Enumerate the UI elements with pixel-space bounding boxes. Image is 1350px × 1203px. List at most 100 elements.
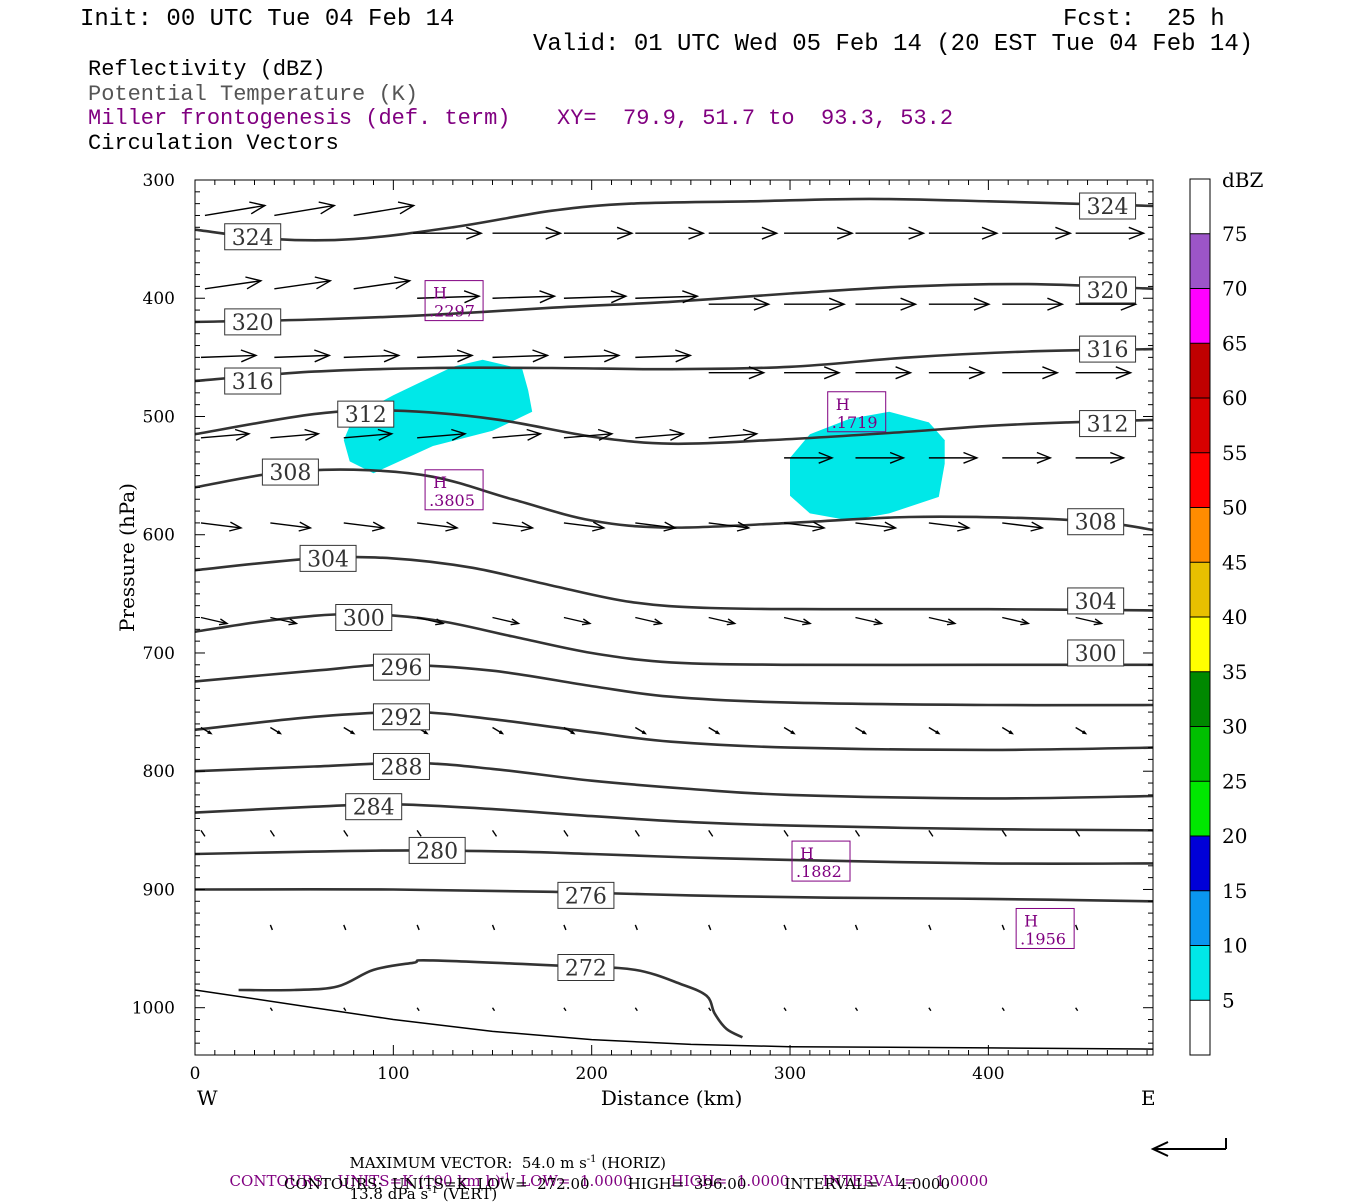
vector-head [1020, 618, 1031, 626]
vector-shaft [417, 433, 466, 439]
vector-shaft [563, 295, 626, 299]
y-tick-label: 400 [143, 289, 175, 309]
theta-label-text: 312 [345, 403, 387, 428]
theta-label-box [1067, 639, 1125, 667]
vector-shaft [353, 204, 414, 217]
colorbar-label: 35 [1222, 660, 1247, 684]
fronto-contours-units: CONTOURS: UNITS=K (100 km h) [229, 1172, 501, 1190]
circulation-vector [563, 924, 567, 931]
circulation-vector [1075, 1007, 1079, 1012]
circulation-vector [563, 726, 576, 735]
theta-label-324: 324 [224, 223, 282, 251]
vector-shaft [274, 204, 335, 217]
vector-head [790, 730, 796, 735]
vector-shaft [563, 354, 619, 359]
vector-head [753, 297, 771, 311]
colorbar-segment [1190, 836, 1210, 891]
fronto-max-letter: H [800, 844, 814, 863]
reflectivity-layer [343, 359, 945, 521]
vector-shaft [563, 616, 591, 625]
vector-shaft [416, 924, 420, 931]
theta-contour-308 [194, 468, 1154, 532]
circulation-vector [928, 297, 991, 311]
vector-head [570, 730, 576, 735]
circulation-vector [1002, 297, 1065, 311]
theta-label-text: 288 [380, 755, 422, 780]
fronto-contours-exp: -1 [500, 1172, 511, 1183]
circulation-vector [1002, 451, 1053, 464]
vector-head [581, 618, 592, 626]
vector-head [946, 618, 957, 626]
vector-shaft [416, 616, 444, 625]
vector-head [883, 521, 898, 532]
circulation-vector [784, 297, 846, 311]
theta-label-box [337, 400, 395, 428]
footer-max-vector: MAXIMUM VECTOR: 54.0 m s-1 (HORIZ) 13.8 … [340, 1140, 667, 1202]
circulation-vector [783, 829, 789, 837]
vector-head [935, 730, 941, 735]
vector-head [498, 730, 505, 735]
colorbar-label: 10 [1222, 934, 1247, 958]
reference-vector-icon [1150, 1138, 1227, 1157]
theta-label-text: 316 [232, 370, 274, 395]
x-tick-label: 300 [774, 1064, 806, 1084]
circulation-vector [855, 616, 884, 626]
circulation-vector [417, 428, 467, 441]
vector-head [318, 201, 337, 215]
vector-head [539, 290, 557, 304]
x-tick-label: 400 [972, 1064, 1004, 1084]
fronto-max-value: .1956 [1020, 929, 1066, 948]
circulation-vector [492, 521, 535, 532]
circulation-vector [563, 829, 569, 837]
circulation-vector [200, 521, 243, 532]
circulation-vector [343, 428, 394, 441]
vector-head [249, 201, 267, 215]
vector-shaft [491, 924, 496, 931]
vector-head [682, 290, 700, 304]
theta-label-box [335, 604, 393, 631]
circulation-vector [274, 349, 332, 363]
vector-layer [200, 201, 1146, 1012]
circulation-vector [854, 924, 859, 931]
circulation-vector [563, 1007, 567, 1012]
theta-contour-280 [194, 849, 1154, 865]
vector-head [466, 226, 484, 240]
x-tick-label: 200 [575, 1064, 607, 1084]
colorbar-label: 70 [1222, 277, 1247, 301]
vector-head [873, 618, 884, 626]
vector-shaft [343, 1007, 347, 1012]
circulation-vector [200, 428, 251, 441]
circulation-vector [928, 616, 957, 626]
vector-shaft [269, 829, 275, 837]
vector-head [451, 428, 467, 441]
circulation-vector [416, 924, 420, 931]
theta-contour-320 [194, 282, 1154, 324]
vector-head [963, 451, 979, 464]
vector-head [377, 428, 394, 441]
theta-label-box [1079, 276, 1137, 304]
circulation-vector [708, 1007, 712, 1012]
vector-shaft [563, 433, 612, 439]
circulation-vector [491, 924, 496, 931]
vector-shaft [854, 1007, 859, 1012]
vector-head [1030, 521, 1045, 532]
vector-head [616, 226, 634, 240]
circulation-vector [928, 366, 986, 380]
theta-contour-316 [194, 347, 1154, 383]
theta-label-box [557, 881, 615, 909]
fronto-max-box [791, 840, 851, 882]
theta-label-box [224, 308, 282, 336]
circulation-vector [269, 1007, 273, 1012]
vector-shaft [200, 354, 256, 359]
circulation-vector [204, 201, 267, 217]
circulation-vector [492, 349, 550, 363]
circulation-vector [854, 1007, 859, 1012]
vector-shaft [1075, 829, 1081, 837]
vector-shaft [343, 433, 392, 439]
vector-head [393, 276, 412, 290]
vector-head [314, 349, 332, 363]
colorbar-label: 15 [1222, 879, 1247, 903]
fronto-max-label: H.1882 [791, 840, 851, 882]
circulation-vector [634, 1007, 638, 1012]
circulation-vector [492, 290, 557, 304]
